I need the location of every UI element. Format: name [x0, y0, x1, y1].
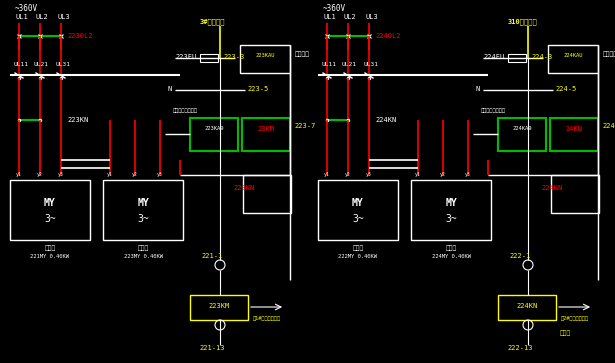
Text: 224KN: 224KN: [541, 185, 562, 191]
Text: UL21: UL21: [342, 62, 357, 67]
Text: 224KN: 224KN: [517, 303, 538, 309]
Text: 224MY 0.40KW: 224MY 0.40KW: [432, 254, 470, 259]
Text: y3: y3: [366, 172, 371, 177]
Text: ~360V: ~360V: [15, 4, 38, 13]
Bar: [240, 45, 290, 73]
Text: 221MY 0.40KW: 221MY 0.40KW: [31, 254, 69, 259]
Text: y3: y3: [58, 172, 64, 177]
Text: 2230L2: 2230L2: [67, 33, 92, 39]
Bar: [200, 54, 218, 62]
Text: 224-3: 224-3: [531, 54, 552, 60]
Text: UL3: UL3: [57, 14, 69, 20]
Text: y1: y1: [415, 172, 421, 177]
Text: 制动器: 制动器: [445, 245, 456, 250]
Text: 222MY 0.40KW: 222MY 0.40KW: [338, 254, 378, 259]
Text: MY: MY: [137, 198, 149, 208]
Text: y2: y2: [132, 172, 138, 177]
Text: 223MY 0.40KW: 223MY 0.40KW: [124, 254, 162, 259]
Text: 3~: 3~: [352, 214, 364, 224]
Text: 制动器: 制动器: [44, 245, 55, 250]
Text: 2240L2: 2240L2: [375, 33, 400, 39]
Bar: [103, 180, 183, 240]
Text: UL31: UL31: [55, 62, 70, 67]
Text: 3~: 3~: [137, 214, 149, 224]
Text: y3: y3: [157, 172, 163, 177]
Text: 事故报警: 事故报警: [295, 51, 310, 57]
Text: 224KAU: 224KAU: [563, 53, 583, 58]
Text: MY: MY: [352, 198, 364, 208]
Text: 223KA9: 223KA9: [204, 126, 224, 131]
Text: 223-3: 223-3: [223, 54, 244, 60]
Text: 3~: 3~: [445, 214, 457, 224]
Bar: [411, 180, 491, 240]
Text: 221-13: 221-13: [199, 345, 224, 351]
Text: 224FU: 224FU: [483, 54, 504, 60]
Text: y2: y2: [440, 172, 446, 177]
Text: y1: y1: [107, 172, 113, 177]
Text: 221-1: 221-1: [201, 253, 223, 259]
Bar: [548, 45, 598, 73]
Bar: [190, 295, 248, 320]
Text: 310电容支路: 310电容支路: [508, 18, 538, 25]
Text: N: N: [475, 86, 479, 92]
Text: 事故报警: 事故报警: [603, 51, 615, 57]
Text: 223KN: 223KN: [233, 185, 254, 191]
Text: 223-5: 223-5: [247, 86, 268, 92]
Text: ~360V: ~360V: [323, 4, 346, 13]
Text: 23KM: 23KM: [258, 126, 274, 132]
Text: 224-5: 224-5: [555, 86, 576, 92]
Text: 主接触器控制回路: 主接触器控制回路: [173, 108, 198, 113]
Bar: [243, 175, 291, 213]
Text: y3: y3: [465, 172, 470, 177]
Text: 222-13: 222-13: [507, 345, 533, 351]
Text: 224KN: 224KN: [375, 117, 396, 123]
Text: UL3: UL3: [365, 14, 378, 20]
Text: y1: y1: [16, 172, 22, 177]
Text: y1: y1: [324, 172, 330, 177]
Text: UL31: UL31: [363, 62, 378, 67]
Text: 223KM: 223KM: [208, 303, 229, 309]
Text: 223KAU: 223KAU: [255, 53, 275, 58]
Text: UL1: UL1: [15, 14, 28, 20]
Text: 24KN: 24KN: [566, 126, 582, 132]
Text: 3~: 3~: [44, 214, 56, 224]
Text: 制动器: 制动器: [137, 245, 149, 250]
Text: MY: MY: [445, 198, 457, 208]
Text: N: N: [167, 86, 171, 92]
Text: 223FU: 223FU: [175, 54, 196, 60]
Bar: [190, 118, 238, 151]
Text: 主接触器控制回路: 主接触器控制回路: [481, 108, 506, 113]
Text: UL1: UL1: [323, 14, 336, 20]
Text: 223KN: 223KN: [67, 117, 88, 123]
Text: 电气图: 电气图: [560, 330, 571, 336]
Text: UL21: UL21: [34, 62, 49, 67]
Bar: [508, 54, 526, 62]
Bar: [242, 118, 290, 151]
Text: 222-1: 222-1: [509, 253, 531, 259]
Bar: [498, 118, 546, 151]
Text: UL11: UL11: [321, 62, 336, 67]
Text: 223-7: 223-7: [294, 123, 315, 129]
Bar: [498, 295, 556, 320]
Bar: [550, 118, 598, 151]
Text: UL2: UL2: [36, 14, 49, 20]
Bar: [318, 180, 398, 240]
Text: UL11: UL11: [13, 62, 28, 67]
Text: 制动器: 制动器: [352, 245, 363, 250]
Text: 至1#箱箱变控制柜: 至1#箱箱变控制柜: [253, 316, 281, 321]
Text: 224-7: 224-7: [602, 123, 615, 129]
Bar: [10, 180, 90, 240]
Bar: [551, 175, 599, 213]
Text: 3#电容支路: 3#电容支路: [200, 18, 226, 25]
Text: y2: y2: [345, 172, 351, 177]
Text: 至2#箱箱变控制柜: 至2#箱箱变控制柜: [561, 316, 589, 321]
Text: MY: MY: [44, 198, 56, 208]
Text: y2: y2: [37, 172, 43, 177]
Text: UL2: UL2: [344, 14, 357, 20]
Text: 224KA9: 224KA9: [512, 126, 532, 131]
